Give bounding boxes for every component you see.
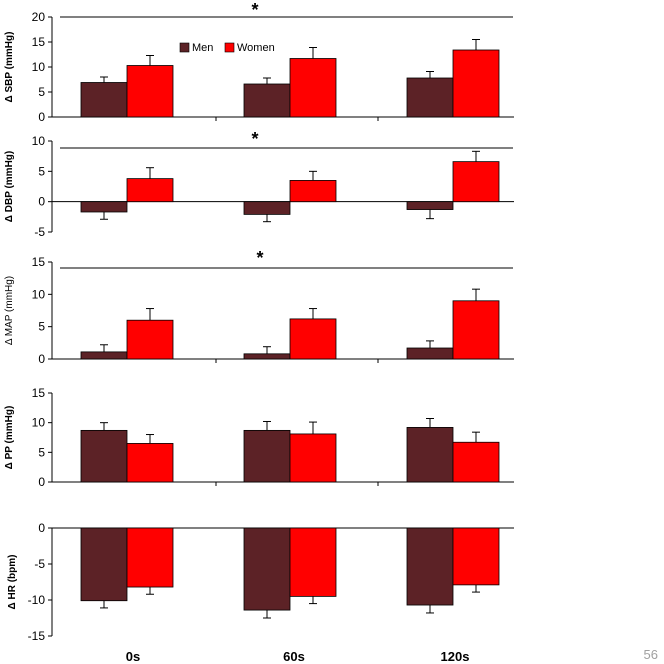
- y-tick-label: 0: [38, 475, 45, 489]
- y-tick-label: 0: [38, 521, 45, 535]
- significance-star: *: [256, 248, 263, 268]
- y-tick-label: 5: [38, 164, 45, 178]
- bar-women-0s: [126, 527, 174, 588]
- legend-swatch-women: [224, 42, 235, 53]
- bar-men-60s: [243, 353, 291, 360]
- y-tick-label: 15: [32, 255, 46, 269]
- y-tick-label: 10: [32, 60, 46, 74]
- bar-men-60s: [243, 201, 291, 215]
- y-axis-label: Δ HR (bpm): [7, 555, 18, 610]
- bar-men-60s: [243, 527, 291, 611]
- y-tick-label: 15: [32, 386, 46, 400]
- bar-women-60s: [289, 180, 337, 203]
- bar-women-0s: [126, 319, 174, 360]
- bar-women-60s: [289, 433, 337, 483]
- y-tick-label: 0: [38, 110, 45, 124]
- y-tick-label: 5: [38, 85, 45, 99]
- y-tick-label: 0: [38, 352, 45, 366]
- y-axis-label: Δ SBP (mmHg): [4, 32, 15, 103]
- significance-star: *: [251, 0, 258, 20]
- bar-women-120s: [452, 527, 500, 586]
- bar-men-120s: [406, 201, 454, 210]
- y-tick-label: -5: [34, 557, 45, 571]
- bar-men-0s: [80, 351, 128, 360]
- y-tick-label: -5: [34, 225, 45, 239]
- y-axis-label: Δ MAP (mmHg): [4, 276, 15, 345]
- y-tick-label: 5: [38, 445, 45, 459]
- bar-women-120s: [452, 49, 500, 118]
- panel-hr: -15 -10 -5 0 Δ HR (bpm) 0s 60s 120s: [7, 521, 514, 664]
- bar-women-120s: [452, 161, 500, 203]
- y-tick-label: 10: [32, 416, 46, 430]
- panel-dbp: -5 0 5 10 * Δ DBP (mmHg): [4, 129, 514, 239]
- y-axis-label: Δ DBP (mmHg): [4, 151, 15, 222]
- bar-men-60s: [243, 429, 291, 483]
- panel-sbp: 0 5 10 15 20 * Δ SBP (mmHg) Men Women: [4, 0, 514, 124]
- bar-men-0s: [80, 201, 128, 213]
- bar-women-0s: [126, 443, 174, 483]
- bar-men-120s: [406, 77, 454, 118]
- page-number: 56: [643, 647, 658, 662]
- panel-map: 0 5 10 15 * Δ MAP (mmHg): [4, 248, 514, 366]
- category-label-0s: 0s: [126, 649, 140, 664]
- legend-swatch-men: [179, 42, 190, 53]
- bar-men-0s: [80, 82, 128, 118]
- legend-label-women: Women: [237, 42, 275, 54]
- y-tick-label: -10: [28, 593, 46, 607]
- y-tick-label: 20: [32, 10, 46, 24]
- bar-women-0s: [126, 65, 174, 118]
- bar-men-60s: [243, 83, 291, 118]
- y-axis-label: Δ PP (mmHg): [4, 406, 15, 470]
- bar-women-60s: [289, 58, 337, 118]
- panel-pp: 0 5 10 15 Δ PP (mmHg): [4, 386, 514, 489]
- bar-men-0s: [80, 527, 128, 602]
- y-tick-label: 10: [32, 134, 46, 148]
- bar-women-60s: [289, 318, 337, 360]
- y-tick-label: -15: [28, 629, 46, 643]
- bar-men-0s: [80, 429, 128, 483]
- bar-women-120s: [452, 300, 500, 360]
- y-tick-label: 10: [32, 287, 46, 301]
- legend-label-men: Men: [192, 42, 213, 54]
- bar-women-120s: [452, 441, 500, 483]
- y-tick-label: 5: [38, 320, 45, 334]
- y-tick-label: 0: [38, 195, 45, 209]
- bar-women-60s: [289, 527, 337, 597]
- bar-men-120s: [406, 427, 454, 483]
- bar-men-120s: [406, 527, 454, 606]
- bar-women-0s: [126, 178, 174, 203]
- category-label-120s: 120s: [441, 649, 470, 664]
- category-label-60s: 60s: [283, 649, 305, 664]
- bar-men-120s: [406, 347, 454, 360]
- y-tick-label: 15: [32, 35, 46, 49]
- significance-star: *: [251, 129, 258, 149]
